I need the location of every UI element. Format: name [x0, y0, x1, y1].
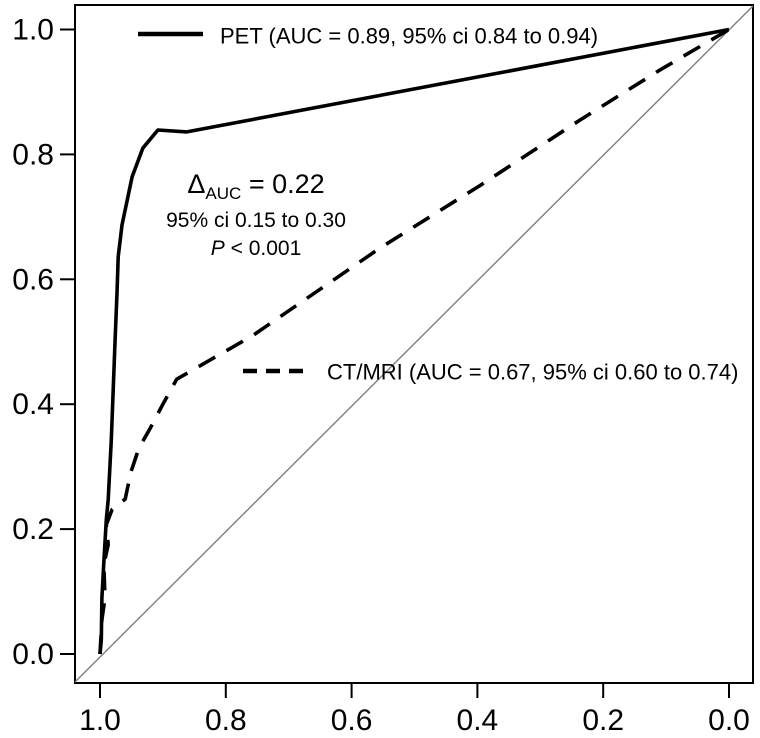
delta-subscript: AUC	[205, 184, 241, 203]
legend-item-pet: PET (AUC = 0.89, 95% ci 0.84 to 0.94)	[138, 24, 598, 49]
ct-mri-legend-label: CT/MRI (AUC = 0.67, 95% ci 0.60 to 0.74)	[327, 360, 738, 385]
delta-symbol: Δ	[187, 169, 205, 199]
x-tick-label: 0.6	[331, 704, 373, 737]
x-tick-label: 0.4	[457, 704, 499, 737]
x-axis-ticks: 1.0 0.8 0.6 0.4 0.2 0.0	[79, 684, 750, 737]
pet-legend-label: PET (AUC = 0.89, 95% ci 0.84 to 0.94)	[220, 24, 598, 49]
ct-mri-curve	[98, 27, 730, 655]
delta-auc-annotation: ΔAUC = 0.22 95% ci 0.15 to 0.30 P < 0.00…	[166, 169, 346, 260]
y-tick-label: 0.6	[12, 263, 54, 296]
x-tick-label: 0.8	[205, 704, 247, 737]
p-value: < 0.001	[225, 237, 301, 260]
p-symbol: P	[211, 237, 225, 260]
legend-item-ct-mri: CT/MRI (AUC = 0.67, 95% ci 0.60 to 0.74)	[243, 360, 738, 385]
y-axis-ticks: 0.0 0.2 0.4 0.6 0.8 1.0	[12, 14, 74, 671]
chance-diagonal-line	[74, 5, 754, 683]
x-tick-label: 1.0	[79, 704, 121, 737]
delta-value: = 0.22	[241, 169, 324, 199]
x-tick-label: 0.2	[582, 704, 624, 737]
p-value-line: P < 0.001	[211, 237, 302, 260]
y-tick-label: 0.4	[12, 388, 54, 421]
y-tick-label: 1.0	[12, 14, 54, 47]
y-tick-label: 0.8	[12, 138, 54, 171]
ci-line: 95% ci 0.15 to 0.30	[166, 209, 346, 232]
roc-curves	[98, 27, 730, 655]
delta-auc-line: ΔAUC = 0.22	[187, 169, 324, 203]
y-tick-label: 0.2	[12, 513, 54, 546]
x-tick-label: 0.0	[708, 704, 750, 737]
y-tick-label: 0.0	[12, 638, 54, 671]
